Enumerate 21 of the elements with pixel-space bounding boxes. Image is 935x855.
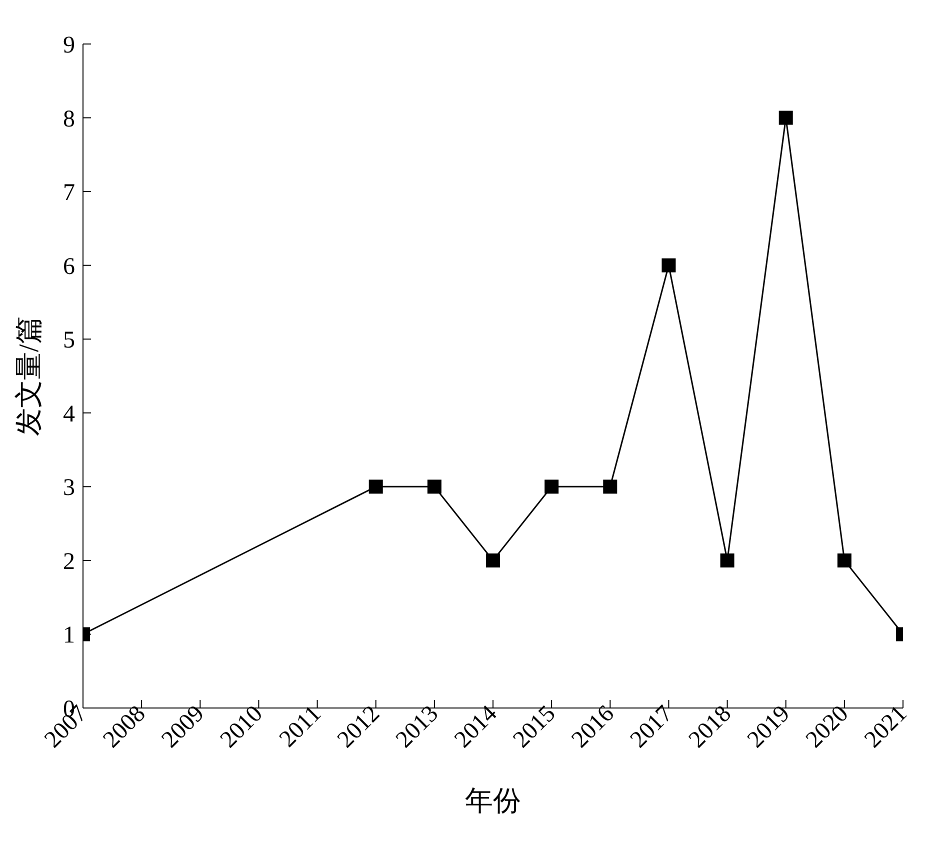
y-tick-label: 2 [63, 548, 75, 575]
x-tick-label: 2011 [274, 700, 326, 753]
y-tick-label: 5 [63, 328, 75, 354]
point [603, 480, 618, 494]
y-tick-label: 6 [63, 254, 75, 280]
y-axis-title: 发文量/篇 [14, 316, 45, 436]
point [368, 480, 383, 494]
y-tick-label: 9 [63, 32, 75, 59]
point [427, 480, 442, 494]
y-tick-label: 8 [63, 106, 75, 132]
point [544, 480, 559, 494]
point [837, 553, 852, 568]
y-tick-label: 4 [63, 401, 75, 428]
point [778, 110, 793, 125]
y-tick-label: 7 [63, 180, 75, 206]
y-tick-label: 3 [63, 475, 75, 502]
point [662, 258, 676, 272]
point [720, 553, 734, 568]
x-axis-title: 年份 [465, 786, 521, 817]
point [486, 553, 500, 568]
y-tick-label: 1 [63, 622, 75, 649]
